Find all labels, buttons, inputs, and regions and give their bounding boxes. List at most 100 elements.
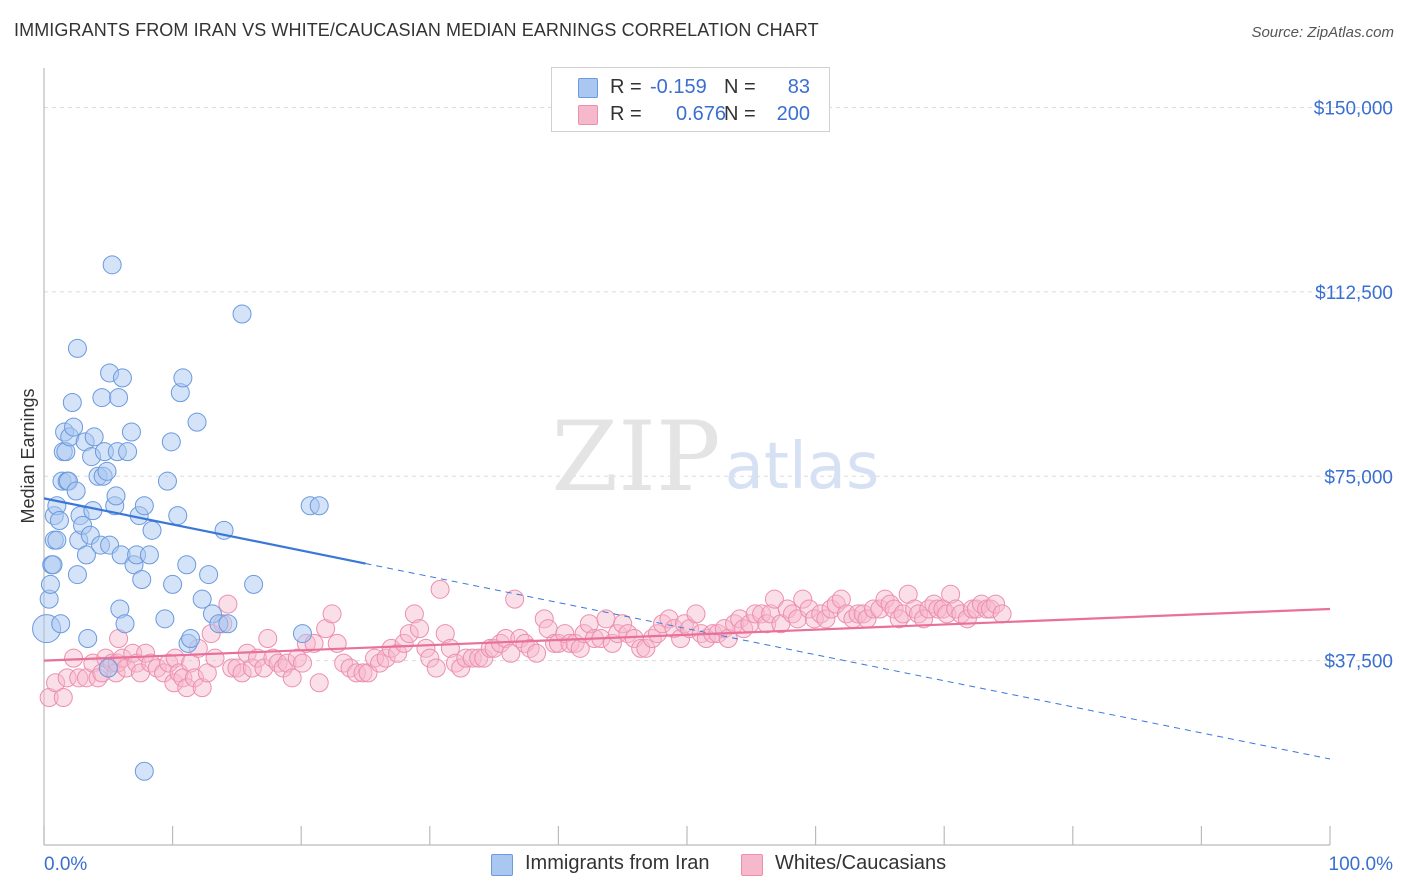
whites-point <box>177 678 197 698</box>
iran-point <box>97 461 117 481</box>
whites-point <box>69 668 89 688</box>
bottom-legend-swatch-iran <box>491 854 513 876</box>
whites-point <box>57 668 77 688</box>
iran-point <box>192 589 212 609</box>
iran-point <box>112 368 132 388</box>
whites-point <box>247 648 267 668</box>
whites-point <box>836 604 856 624</box>
whites-point <box>426 658 446 678</box>
iran-point <box>181 629 201 648</box>
whites-point <box>353 663 373 683</box>
whites-point <box>941 584 961 604</box>
iran-point <box>102 255 122 275</box>
whites-point <box>501 643 521 663</box>
bottom-legend-iran: Immigrants from Iran <box>491 852 731 876</box>
whites-point <box>159 653 179 673</box>
whites-point <box>205 648 225 668</box>
iran-point <box>187 412 207 432</box>
watermark-zip: ZIP <box>551 401 720 513</box>
whites-point <box>232 663 252 683</box>
iran-point <box>173 368 193 388</box>
iran-point <box>84 427 104 447</box>
whites-point <box>430 579 450 599</box>
whites-point <box>277 653 297 673</box>
whites-point <box>435 624 455 644</box>
whites-point <box>793 589 813 609</box>
whites-point <box>340 658 360 678</box>
bottom-legend-label-whites: Whites/Caucasians <box>775 852 947 874</box>
iran-point <box>67 338 87 358</box>
iran-point <box>177 555 197 575</box>
whites-point <box>416 638 436 658</box>
iran-point <box>78 629 98 648</box>
grid-lines <box>44 107 1396 662</box>
iran-point <box>157 471 177 491</box>
x-tick-label: 0.0% <box>44 854 87 875</box>
whites-point <box>334 653 354 673</box>
iran-point <box>106 486 126 506</box>
bottom-legend-label-iran: Immigrants from Iran <box>525 852 710 874</box>
y-tick-label: $112,500 <box>1315 283 1393 304</box>
iran-point <box>132 570 152 589</box>
iran-point <box>76 545 96 565</box>
iran-point <box>64 417 84 437</box>
iran-trend-line <box>43 497 366 565</box>
whites-point <box>376 648 396 668</box>
whites-point <box>242 658 262 678</box>
whites-point <box>804 609 824 629</box>
iran-point <box>98 658 118 678</box>
trend-lines <box>43 497 1331 760</box>
whites-point <box>636 638 656 658</box>
iran-point <box>142 520 162 540</box>
correlation-legend: R = -0.159 N = 83 R = 0.676 N = 200 <box>551 67 830 132</box>
whites-point <box>664 619 684 639</box>
whites-point <box>218 594 238 614</box>
whites-point <box>848 604 868 624</box>
whites-point <box>258 629 278 648</box>
whites-point <box>659 609 679 629</box>
whites-point <box>520 638 540 658</box>
y-tick-label: $150,000 <box>1314 99 1393 120</box>
legend-swatch-iran <box>578 78 598 98</box>
legend-swatch-whites <box>578 105 598 125</box>
whites-point <box>309 673 329 693</box>
whites-point <box>474 648 494 668</box>
iran-point <box>118 442 138 462</box>
whites-point <box>197 663 217 683</box>
iran-point <box>43 555 63 575</box>
whites-point <box>462 648 482 668</box>
y-axis-title: Median Earnings <box>18 388 38 523</box>
legend-n-value: 200 <box>776 103 810 125</box>
chart-title: IMMIGRANTS FROM IRAN VS WHITE/CAUCASIAN … <box>14 20 819 40</box>
whites-point <box>986 594 1006 614</box>
bottom-legend-swatch-whites <box>741 854 763 876</box>
whites-point <box>154 663 174 683</box>
iran-point <box>309 496 329 516</box>
whites-point <box>937 604 957 624</box>
iran-point <box>115 614 135 634</box>
source-label: Source: ZipAtlas.com <box>1251 24 1394 41</box>
whites-point <box>555 624 575 644</box>
whites-point <box>165 648 185 668</box>
iran-point <box>244 574 264 594</box>
series-whites-points <box>39 579 1012 707</box>
whites-point <box>184 668 204 688</box>
whites-point <box>757 614 777 634</box>
whites-point <box>653 614 673 634</box>
iran-point <box>163 574 183 594</box>
whites-point <box>992 604 1012 624</box>
whites-point <box>388 643 408 663</box>
iran-point <box>134 761 154 781</box>
whites-point <box>370 653 390 673</box>
whites-point <box>420 648 440 668</box>
iran-point <box>232 304 252 324</box>
whites-point <box>164 673 184 693</box>
whites-point <box>914 609 934 629</box>
legend-n-value: 83 <box>787 76 810 98</box>
legend-r-value: -0.159 <box>650 76 707 98</box>
iran-point <box>168 506 188 526</box>
iran-point <box>161 432 181 452</box>
iran-point <box>49 511 69 530</box>
whites-point <box>686 604 706 624</box>
